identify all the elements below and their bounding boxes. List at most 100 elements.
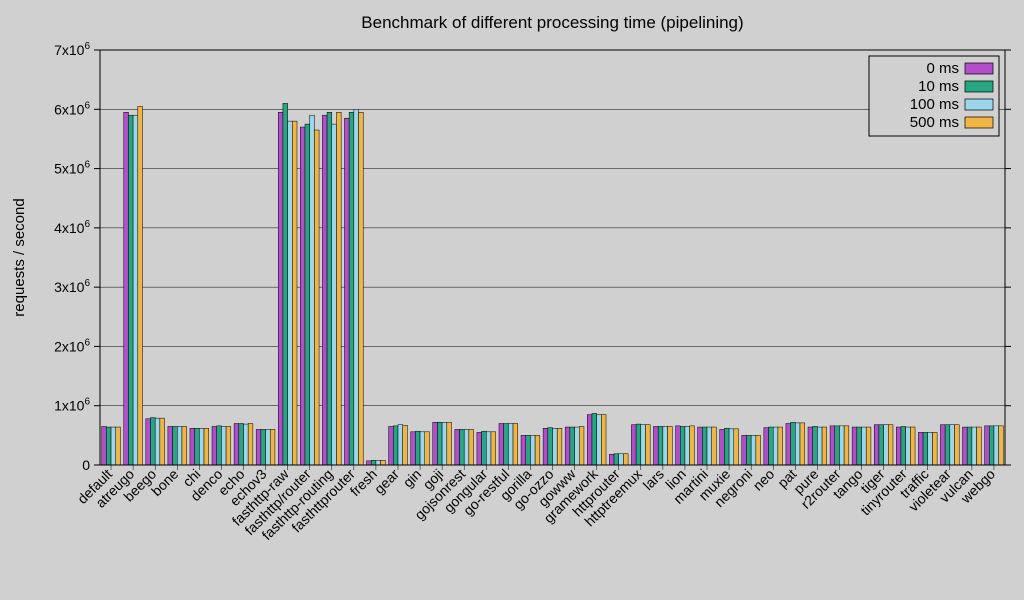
bar [234,424,239,466]
bar [106,427,111,465]
bar [292,121,297,465]
bar [565,427,570,465]
legend-swatch [965,63,993,74]
bar [575,427,580,465]
bar [371,460,376,465]
bar [548,428,553,465]
bar [879,425,884,465]
bar [685,426,690,465]
bar [835,426,840,465]
bar [204,428,209,465]
bar [513,424,518,466]
bar [270,429,275,465]
benchmark-chart: 01x1062x1063x1064x1065x1066x1067x106Benc… [0,0,1024,600]
bar [557,428,562,465]
bar [786,424,791,466]
bar [111,427,116,465]
bar [623,454,628,465]
bar [393,426,398,465]
bar [631,425,636,465]
bar [702,427,707,465]
legend-label: 100 ms [910,96,959,113]
bar [994,426,999,465]
bar [857,427,862,465]
bar [734,429,739,465]
bar [160,418,165,465]
bar [852,427,857,465]
bar [102,426,107,465]
bar [226,426,231,465]
bar [278,112,283,465]
bar [668,426,673,465]
bar [266,429,271,465]
bar [874,425,879,465]
bar [698,427,703,465]
bar [724,428,729,465]
bar [138,106,143,465]
bar [535,435,540,465]
bar [344,118,349,465]
bar [712,427,717,465]
bar [261,429,266,465]
bar [592,413,597,465]
bar [636,424,641,465]
bar [778,427,783,465]
legend-label: 10 ms [918,78,959,95]
bar [888,425,893,465]
bar [813,426,818,465]
bar [720,429,725,465]
bar [945,425,950,465]
bar [906,427,911,465]
bar [437,422,442,465]
chart-title: Benchmark of different processing time (… [361,13,743,32]
bar [283,103,288,465]
legend-swatch [965,81,993,92]
bar [491,432,496,465]
bar [349,112,354,465]
bar [124,112,129,465]
bar [896,427,901,465]
bar [884,425,889,465]
bar [928,432,933,465]
bar [327,112,332,465]
bar [795,423,800,465]
bar [940,425,945,465]
bar [707,427,712,465]
bar [300,127,305,465]
bar [756,435,761,465]
bar [359,112,364,465]
bar [442,422,447,465]
bar [508,424,513,466]
bar [866,427,871,465]
bar [950,425,955,465]
bar [212,426,217,465]
bar [977,427,982,465]
legend-label: 500 ms [910,114,959,131]
bar [322,115,327,465]
bar [521,435,526,465]
bar [455,429,460,465]
bar [658,426,663,465]
bar [791,422,796,465]
bar [543,428,548,465]
bar [221,426,226,465]
bar [729,429,734,465]
bar [587,415,592,465]
bar [217,426,222,465]
bar [773,427,778,465]
bar [367,461,372,465]
bar [742,435,747,465]
bar [305,124,310,465]
bar [469,429,474,465]
bar [376,460,381,465]
bar [381,460,386,465]
bar [609,454,614,465]
bar [985,426,990,465]
bar [420,432,425,465]
y-axis-label: requests / second [11,198,28,316]
bar [464,429,469,465]
bar [116,427,121,465]
bar [963,427,968,465]
bar [155,418,160,465]
bar [751,435,756,465]
